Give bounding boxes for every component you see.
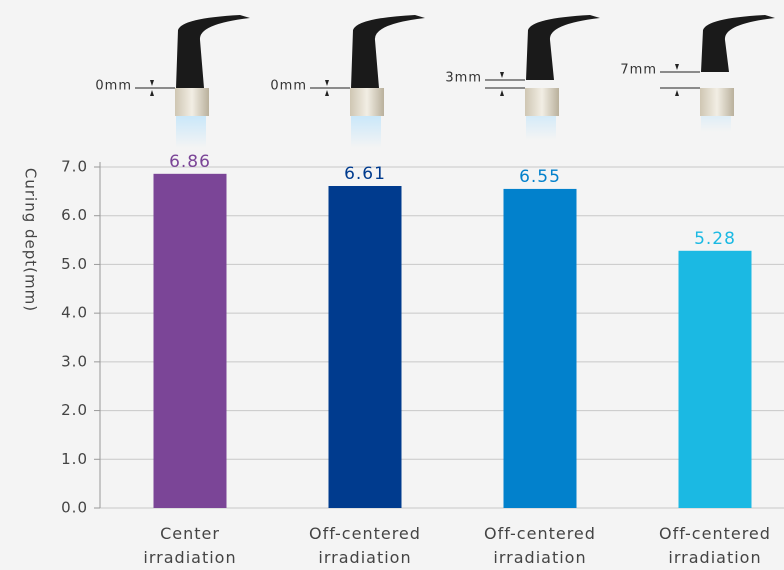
y-axis-label: Curing dept(mm) [22, 168, 40, 312]
value-label: 6.55 [519, 167, 561, 187]
y-tick-label: 0.0 [61, 499, 88, 517]
y-tick-label: 1.0 [61, 450, 88, 468]
bar [153, 173, 227, 508]
annotation: 0mm [270, 79, 307, 94]
light-guide [701, 15, 775, 72]
annotation: 7mm [620, 63, 657, 78]
bar [678, 250, 752, 508]
x-tick-label: Center irradiation [143, 524, 237, 567]
annotation: 0mm [95, 79, 132, 94]
x-tick-label: Off-centered irradiation [309, 524, 421, 567]
arrow [150, 80, 154, 96]
y-tick-label: 3.0 [61, 352, 88, 370]
bar [503, 188, 577, 508]
x-tick-label: Off-centered irradiation [659, 524, 771, 567]
light-guide [351, 15, 425, 88]
light-guide [526, 15, 600, 80]
y-tick-label: 4.0 [61, 304, 88, 322]
x-tick-label: Off-centered irradiation [484, 524, 596, 567]
y-tick-label: 7.0 [61, 158, 88, 176]
y-tick-label: 5.0 [61, 255, 88, 273]
arrow [325, 80, 329, 96]
y-tick-label: 6.0 [61, 206, 88, 224]
tip [175, 88, 209, 116]
value-label: 6.86 [169, 152, 211, 172]
tip [525, 88, 559, 116]
value-label: 5.28 [694, 229, 736, 249]
value-label: 6.61 [344, 164, 386, 184]
y-tick-label: 2.0 [61, 401, 88, 419]
tip [700, 88, 734, 116]
annotation: 3mm [445, 71, 482, 86]
light-guide [176, 15, 250, 88]
bar [328, 185, 402, 508]
tip [350, 88, 384, 116]
arrow [675, 64, 679, 96]
arrow [500, 72, 504, 96]
